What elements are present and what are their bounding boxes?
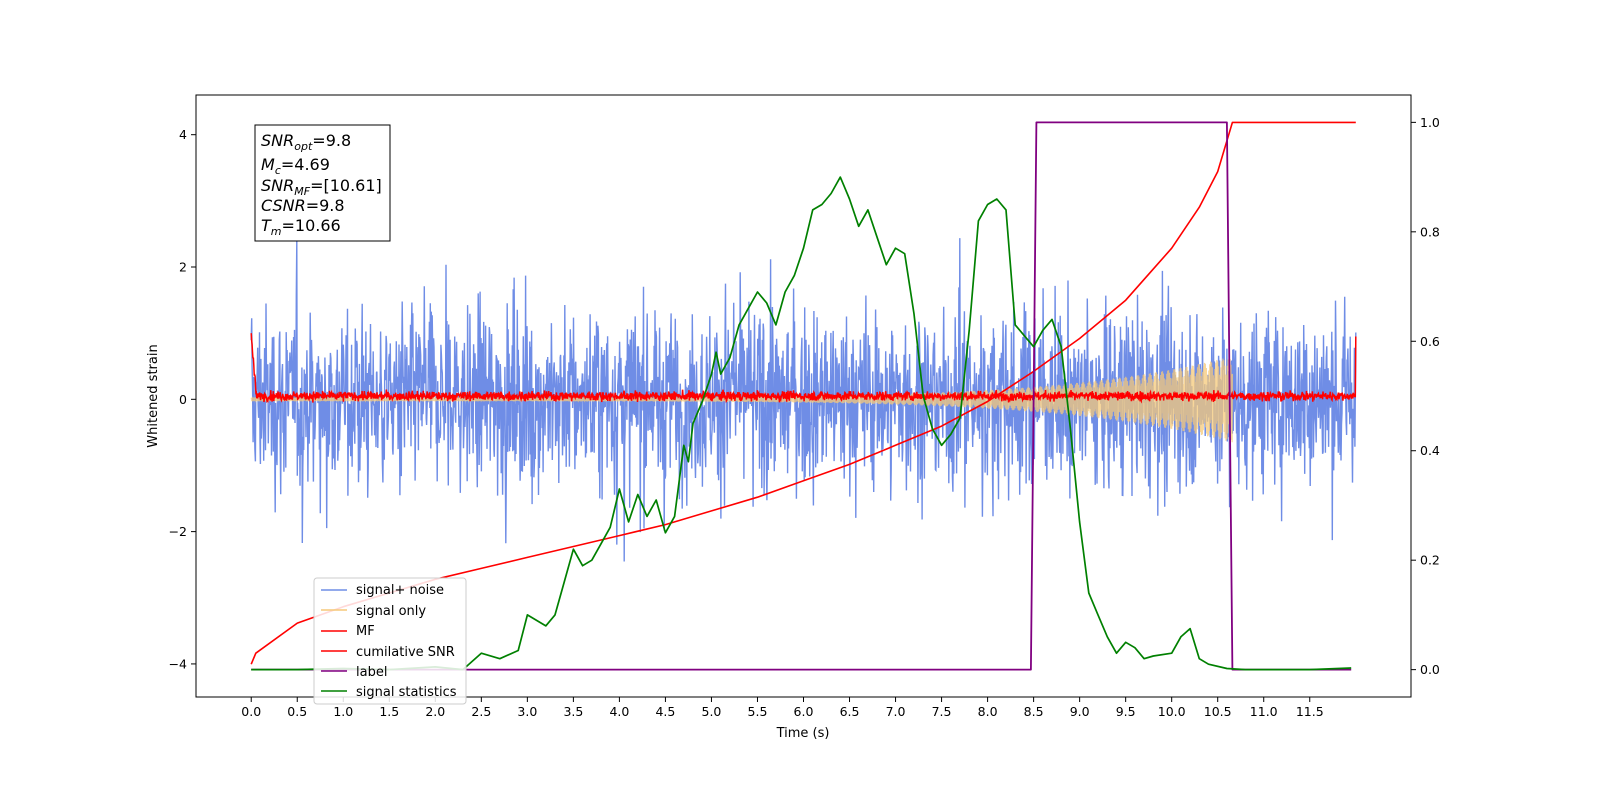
x-tick-label: 6.5 bbox=[840, 704, 860, 719]
x-tick-label: 7.5 bbox=[932, 704, 952, 719]
y2-tick-label: 0.2 bbox=[1420, 553, 1440, 568]
x-tick-label: 0.0 bbox=[241, 704, 261, 719]
legend-label-cumulative-snr: cumilative SNR bbox=[356, 645, 455, 660]
y-tick-label: −4 bbox=[169, 656, 187, 671]
x-tick-label: 5.0 bbox=[702, 704, 722, 719]
x-tick-label: 2.0 bbox=[425, 704, 445, 719]
x-tick-label: 5.5 bbox=[748, 704, 768, 719]
y2-tick-label: 0.0 bbox=[1420, 662, 1440, 677]
x-tick-label: 9.5 bbox=[1116, 704, 1136, 719]
y-tick-label: 0 bbox=[179, 392, 187, 407]
info-snr-mf: SNRMF=[10.61] bbox=[261, 176, 382, 198]
legend-label-signal-statistics: signal statistics bbox=[356, 685, 457, 700]
x-tick-label: 11.5 bbox=[1296, 704, 1324, 719]
info-tm: Tm=10.66 bbox=[261, 216, 341, 238]
x-axis: 0.0 0.5 1.0 1.5 2.0 2.5 3.0 3.5 4.0 4.5 5.0 5.5 6.0 6… bbox=[241, 697, 1324, 719]
y-axis-right: 0.0 0.2 0.4 0.6 0.8 1.0 bbox=[1411, 115, 1440, 677]
legend-label-signal-noise: signal+ noise bbox=[356, 583, 444, 598]
x-tick-label: 10.5 bbox=[1204, 704, 1232, 719]
x-axis-label: Time (s) bbox=[776, 726, 830, 741]
x-tick-label: 4.5 bbox=[655, 704, 675, 719]
y-tick-label: 2 bbox=[179, 260, 187, 275]
legend-frame bbox=[313, 577, 467, 705]
x-tick-label: 2.5 bbox=[471, 704, 491, 719]
y-axis-label: Whitened strain bbox=[146, 344, 161, 447]
x-tick-label: 1.0 bbox=[333, 704, 353, 719]
series-signal-statistics bbox=[251, 176, 1352, 671]
x-tick-label: 11.0 bbox=[1250, 704, 1278, 719]
x-tick-label: 9.0 bbox=[1070, 704, 1090, 719]
x-tick-label: 6.0 bbox=[794, 704, 814, 719]
x-tick-label: 3.0 bbox=[517, 704, 537, 719]
y2-tick-label: 0.4 bbox=[1420, 443, 1440, 458]
x-tick-label: 8.0 bbox=[978, 704, 998, 719]
info-mc: Mc=4.69 bbox=[261, 155, 330, 177]
info-box: SNRopt=9.8 Mc=4.69 SNRMF=[10.61] CSNR=9.… bbox=[254, 124, 391, 242]
legend: signal+ noise signal only MF cumilative … bbox=[313, 577, 467, 705]
x-tick-label: 7.0 bbox=[886, 704, 906, 719]
legend-label-signal-only: signal only bbox=[356, 604, 426, 619]
legend-label-mf: MF bbox=[356, 624, 375, 639]
x-tick-label: 8.5 bbox=[1024, 704, 1044, 719]
y2-tick-label: 0.8 bbox=[1420, 224, 1440, 239]
x-tick-label: 0.5 bbox=[287, 704, 307, 719]
y2-tick-label: 1.0 bbox=[1420, 115, 1440, 130]
info-snr-opt: SNRopt=9.8 bbox=[261, 131, 351, 153]
series-mf bbox=[250, 333, 1357, 404]
y-axis-left: −4 −2 0 2 4 bbox=[169, 127, 196, 671]
y-tick-label: −2 bbox=[169, 524, 187, 539]
y2-tick-label: 0.6 bbox=[1420, 334, 1440, 349]
x-tick-label: 3.5 bbox=[563, 704, 583, 719]
legend-label-label: label bbox=[356, 665, 387, 680]
x-tick-label: 1.5 bbox=[379, 704, 399, 719]
y-tick-label: 4 bbox=[179, 127, 187, 142]
x-tick-label: 4.0 bbox=[609, 704, 629, 719]
info-csnr: CSNR=9.8 bbox=[261, 196, 345, 215]
x-tick-label: 10.0 bbox=[1158, 704, 1186, 719]
